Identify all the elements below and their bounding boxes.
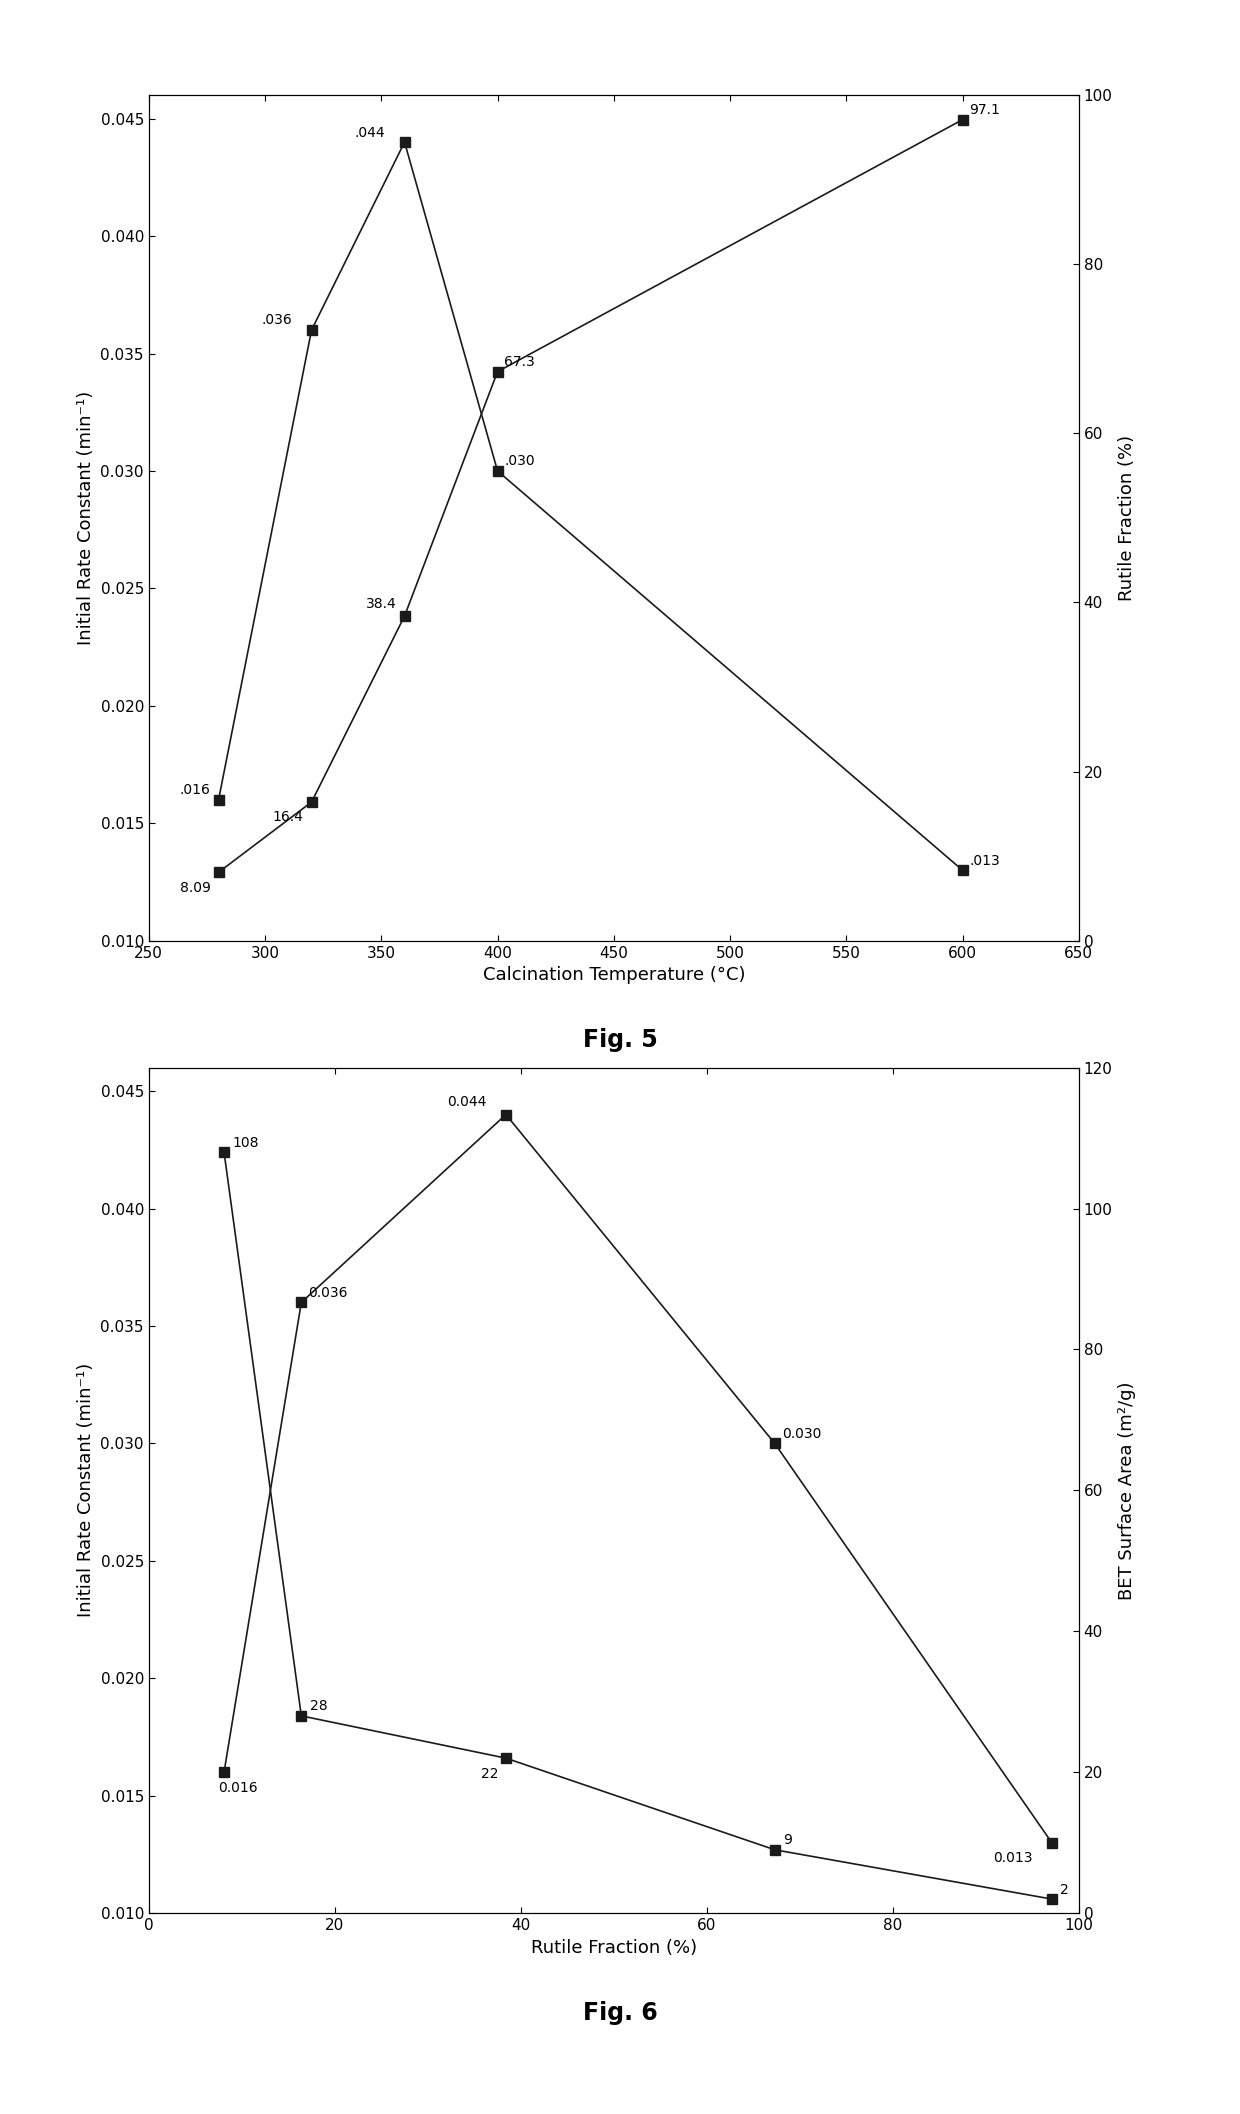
- Text: .016: .016: [180, 784, 211, 797]
- Text: 22: 22: [481, 1767, 498, 1780]
- Text: .030: .030: [505, 455, 536, 469]
- Text: 0.044: 0.044: [448, 1095, 487, 1110]
- Text: 9: 9: [782, 1833, 792, 1848]
- Text: 108: 108: [232, 1135, 259, 1150]
- Text: 28: 28: [310, 1700, 327, 1712]
- Y-axis label: Rutile Fraction (%): Rutile Fraction (%): [1118, 435, 1136, 600]
- Text: 0.016: 0.016: [218, 1780, 258, 1795]
- Text: 0.030: 0.030: [781, 1427, 821, 1442]
- X-axis label: Calcination Temperature (°C): Calcination Temperature (°C): [482, 966, 745, 985]
- Text: 8.09: 8.09: [180, 882, 211, 894]
- Text: 97.1: 97.1: [970, 104, 1001, 116]
- Y-axis label: Initial Rate Constant (min⁻¹): Initial Rate Constant (min⁻¹): [77, 391, 95, 645]
- X-axis label: Rutile Fraction (%): Rutile Fraction (%): [531, 1939, 697, 1958]
- Text: .013: .013: [970, 854, 1001, 867]
- Text: 0.036: 0.036: [309, 1285, 347, 1300]
- Text: 2: 2: [1060, 1884, 1069, 1896]
- Y-axis label: Initial Rate Constant (min⁻¹): Initial Rate Constant (min⁻¹): [77, 1364, 95, 1617]
- Text: 67.3: 67.3: [505, 355, 536, 370]
- Text: 38.4: 38.4: [366, 596, 397, 611]
- Text: .036: .036: [262, 313, 293, 328]
- Text: Fig. 5: Fig. 5: [583, 1027, 657, 1053]
- Y-axis label: BET Surface Area (m²/g): BET Surface Area (m²/g): [1118, 1380, 1136, 1600]
- Text: Fig. 6: Fig. 6: [583, 2000, 657, 2025]
- Text: 16.4: 16.4: [273, 810, 304, 824]
- Text: .044: .044: [355, 125, 386, 140]
- Text: 0.013: 0.013: [993, 1852, 1033, 1865]
